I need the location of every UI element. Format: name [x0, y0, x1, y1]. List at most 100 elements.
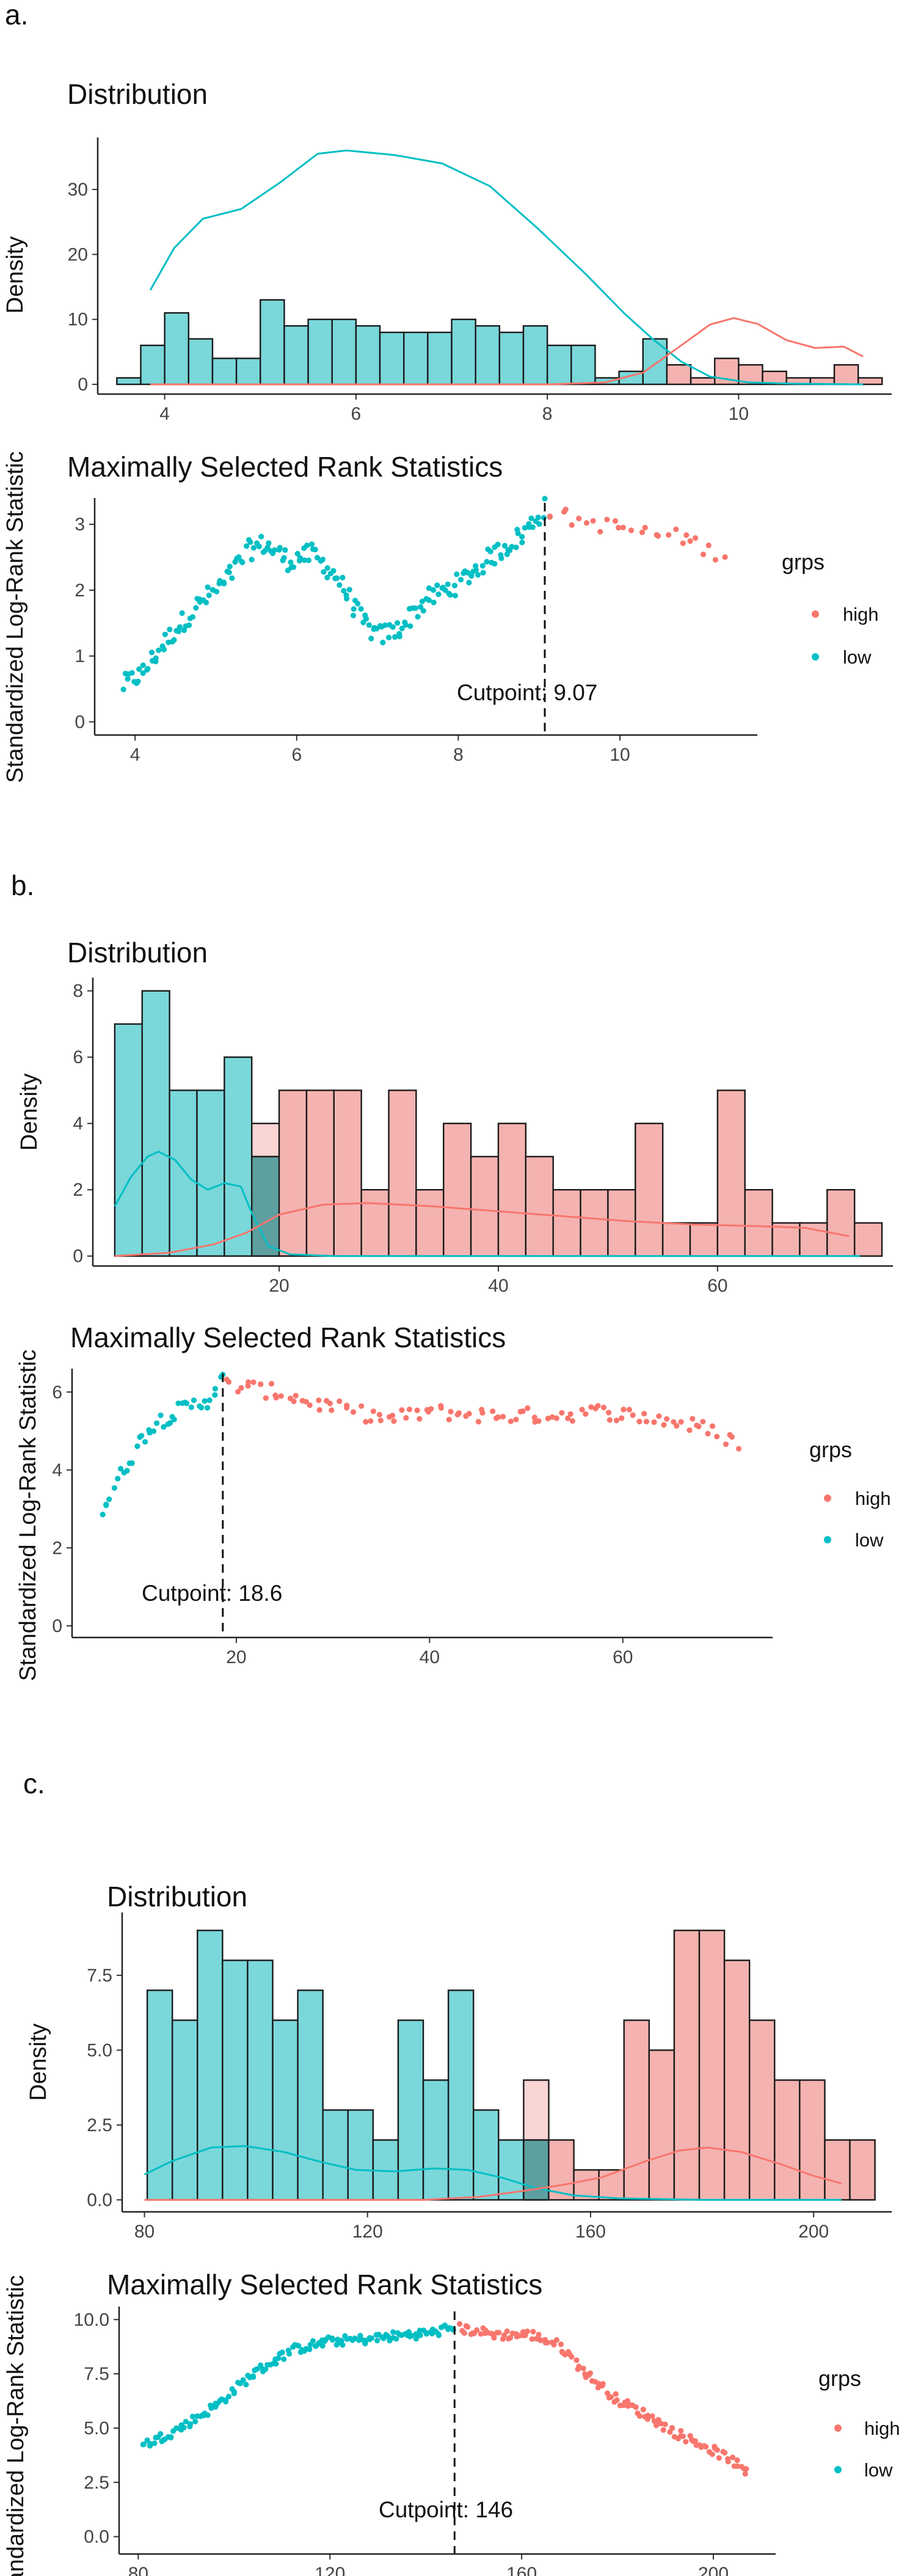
- bar-low: [211, 357, 238, 386]
- point-high: [614, 2397, 620, 2403]
- point-low: [281, 555, 287, 561]
- point-high: [504, 2328, 510, 2334]
- bar-high: [857, 377, 883, 386]
- point-low: [492, 561, 498, 567]
- bar-high: [849, 2139, 876, 2201]
- y-tick-label: 0.0: [84, 2527, 109, 2547]
- point-low: [282, 547, 288, 553]
- point-low: [125, 676, 131, 682]
- point-high: [513, 1416, 519, 1422]
- panel-b-legend: grps high low: [809, 1437, 891, 1551]
- bar-low: [114, 1023, 143, 1257]
- point-high: [562, 507, 569, 513]
- y-tick-label: 0: [75, 712, 85, 732]
- point-high: [597, 529, 603, 535]
- point-high: [391, 1418, 397, 1424]
- bar-low: [347, 2109, 374, 2201]
- y-tick-label: 20: [68, 244, 88, 265]
- point-high: [495, 1414, 501, 1420]
- point-low: [156, 647, 162, 653]
- legend-key-high: [834, 2424, 842, 2432]
- point-low: [458, 577, 464, 583]
- bar-low: [297, 1989, 324, 2201]
- point-high: [613, 1418, 620, 1424]
- point-high: [606, 1410, 612, 1416]
- point-high: [403, 1415, 409, 1421]
- point-high: [725, 2459, 731, 2465]
- point-high: [705, 1430, 711, 1436]
- point-high: [525, 1405, 531, 1411]
- point-low: [435, 2332, 442, 2338]
- point-high: [642, 525, 648, 531]
- y-axis-title: Standardized Log-Rank Statistic: [2, 452, 28, 783]
- point-high: [705, 542, 712, 549]
- density-line-low: [149, 149, 864, 386]
- point-low: [442, 587, 448, 593]
- point-low: [420, 608, 426, 614]
- point-low: [309, 541, 315, 547]
- point-low: [321, 569, 327, 575]
- bar-low: [473, 2109, 500, 2201]
- point-low: [226, 569, 232, 576]
- point-low: [324, 565, 330, 571]
- bar-high: [716, 1089, 746, 1257]
- point-high: [641, 1411, 647, 1417]
- point-low: [541, 514, 547, 521]
- point-low: [277, 544, 283, 551]
- point-low: [189, 614, 196, 620]
- bar-low: [247, 1959, 274, 2201]
- point-low: [111, 1485, 117, 1491]
- point-low: [129, 670, 135, 676]
- y-tick-label: 2: [73, 1180, 83, 1200]
- point-low: [250, 545, 257, 551]
- point-low: [279, 2349, 285, 2355]
- point-high: [465, 2324, 471, 2330]
- bar-high: [443, 1122, 472, 1257]
- bar-low: [187, 338, 214, 386]
- point-low: [324, 574, 330, 580]
- point-low: [296, 2343, 302, 2349]
- point-low: [171, 1416, 177, 1422]
- point-low: [386, 634, 392, 640]
- point-low: [177, 624, 183, 630]
- point-high: [674, 1423, 680, 1429]
- point-high: [583, 1411, 589, 1417]
- point-high: [508, 1418, 514, 1424]
- point-low: [286, 2351, 293, 2357]
- point-low: [484, 558, 490, 565]
- point-high: [363, 1419, 369, 1425]
- point-low: [495, 541, 501, 547]
- bar-low: [196, 1089, 225, 1257]
- point-high: [291, 1398, 297, 1405]
- point-low: [402, 622, 409, 628]
- point-high: [573, 2357, 580, 2363]
- point-low: [281, 2356, 287, 2362]
- point-low: [392, 634, 398, 640]
- y-tick-label: 2.5: [84, 2473, 109, 2493]
- point-low: [171, 637, 177, 643]
- point-low: [140, 662, 146, 668]
- bar-low: [447, 1989, 475, 2201]
- point-high: [235, 1389, 241, 1395]
- point-low: [135, 678, 141, 684]
- point-high: [722, 2450, 728, 2456]
- point-high: [337, 1398, 343, 1404]
- point-low: [244, 543, 250, 549]
- point-low: [264, 544, 271, 551]
- point-low: [106, 1496, 112, 1502]
- bar-low: [307, 318, 333, 386]
- point-low: [501, 543, 508, 549]
- point-high: [709, 1423, 716, 1429]
- point-low: [418, 604, 424, 610]
- point-low: [479, 563, 486, 569]
- point-low: [134, 1443, 140, 1449]
- x-tick-label: 80: [134, 2222, 155, 2242]
- point-low: [368, 2335, 375, 2341]
- point-low: [162, 631, 168, 637]
- point-high: [278, 1393, 284, 1399]
- point-high: [565, 1415, 571, 1421]
- panel-b-distribution: Distribution Density 20 40 60 0 2 4 6 8: [16, 937, 893, 1296]
- point-high: [716, 2455, 722, 2461]
- bar-high: [333, 1089, 362, 1257]
